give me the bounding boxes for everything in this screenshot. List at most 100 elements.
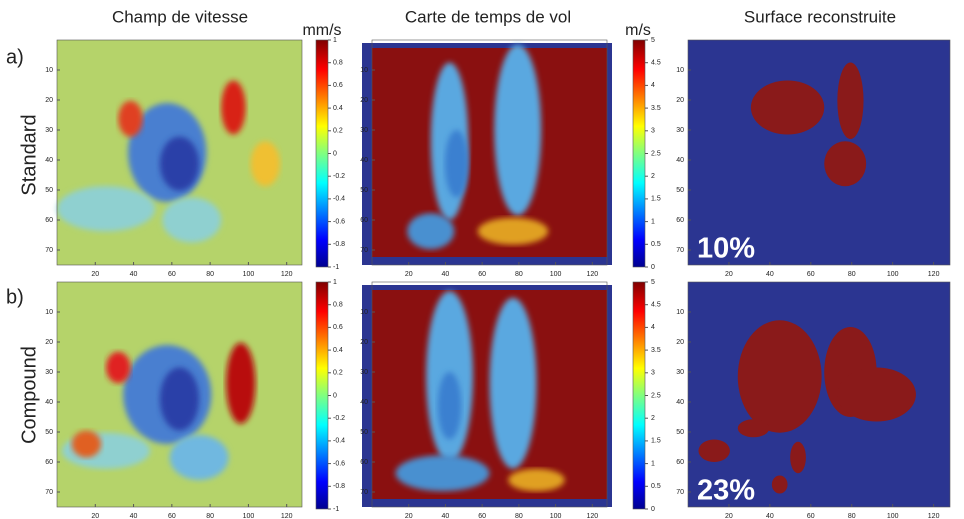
axes-box bbox=[687, 39, 951, 266]
colorbar-label: 5 bbox=[651, 37, 655, 44]
y-tick-label: 20 bbox=[676, 339, 684, 346]
x-tick-label: 20 bbox=[725, 271, 733, 278]
y-tick-label: 50 bbox=[676, 187, 684, 194]
colorbar-label: 2.5 bbox=[651, 150, 661, 157]
x-tick-label: 20 bbox=[405, 271, 413, 278]
y-tick-label: 60 bbox=[360, 459, 368, 466]
y-tick-label: 30 bbox=[676, 127, 684, 134]
y-tick-label: 60 bbox=[676, 459, 684, 466]
heatmap-region bbox=[71, 430, 102, 458]
heatmap bbox=[688, 40, 950, 265]
heatmap-region bbox=[226, 342, 256, 424]
heatmap-region bbox=[250, 141, 280, 187]
x-tick-label: 120 bbox=[281, 271, 293, 278]
y-tick-label: 10 bbox=[360, 309, 368, 316]
colorbar-label: 0.2 bbox=[333, 370, 343, 377]
colorbar-label: 0.4 bbox=[333, 105, 343, 112]
x-tick-label: 60 bbox=[478, 513, 486, 519]
heatmap-region bbox=[494, 44, 542, 216]
colorbar-label: 4 bbox=[651, 82, 655, 89]
colorbar-label: -0.2 bbox=[333, 173, 345, 180]
colorbar-label: 1.5 bbox=[651, 196, 661, 203]
x-tick-label: 80 bbox=[848, 513, 856, 519]
x-tick-label: 20 bbox=[91, 513, 99, 519]
heatmap bbox=[57, 282, 302, 507]
y-tick-label: 30 bbox=[360, 369, 368, 376]
y-tick-label: 70 bbox=[360, 489, 368, 496]
colorbar-label: 4 bbox=[651, 324, 655, 331]
x-tick-label: 120 bbox=[928, 271, 940, 278]
x-tick-label: 120 bbox=[281, 513, 293, 519]
heatmap-region bbox=[837, 62, 864, 139]
x-tick-label: 80 bbox=[515, 513, 523, 519]
colorbar-label: 2.5 bbox=[651, 392, 661, 399]
percent: 10% bbox=[697, 233, 755, 265]
y-tick-label: 70 bbox=[45, 247, 53, 254]
y-tick-label: 70 bbox=[676, 247, 684, 254]
y-tick-label: 50 bbox=[45, 429, 53, 436]
x-tick-label: 40 bbox=[766, 513, 774, 519]
y-tick-label: 40 bbox=[676, 157, 684, 164]
y-tick-label: 10 bbox=[360, 67, 368, 74]
heatmap-region bbox=[162, 197, 222, 243]
colorbar-label: 2 bbox=[651, 173, 655, 180]
colorbar-label: 2 bbox=[651, 415, 655, 422]
y-tick-label: 30 bbox=[45, 127, 53, 134]
y-tick-label: 40 bbox=[45, 399, 53, 406]
heatmap-region bbox=[221, 80, 246, 135]
colorbar-label: -0.4 bbox=[333, 438, 345, 445]
colorbar-label: 3 bbox=[651, 370, 655, 377]
row-name: Standard bbox=[18, 114, 40, 195]
x-tick-label: 120 bbox=[586, 271, 598, 278]
colorbar-label: 0 bbox=[651, 506, 655, 513]
x-tick-label: 60 bbox=[807, 513, 815, 519]
y-tick-label: 60 bbox=[45, 459, 53, 466]
y-tick-label: 10 bbox=[45, 67, 53, 74]
heatmap-region bbox=[159, 367, 200, 431]
colorbar-label: -0.8 bbox=[333, 241, 345, 248]
x-tick-label: 100 bbox=[887, 271, 899, 278]
heatmap-bg bbox=[688, 40, 950, 265]
y-tick-label: 40 bbox=[676, 399, 684, 406]
colorbar-label: 1 bbox=[651, 460, 655, 467]
axes-box bbox=[371, 281, 608, 508]
y-tick-label: 50 bbox=[360, 429, 368, 436]
y-tick-label: 10 bbox=[45, 309, 53, 316]
colorbar-label: 0.5 bbox=[651, 483, 661, 490]
row-label: b) bbox=[6, 286, 24, 308]
colorbar-label: 3 bbox=[651, 128, 655, 135]
y-tick-label: 60 bbox=[676, 217, 684, 224]
colorbar-label: -1 bbox=[333, 506, 339, 513]
y-tick-label: 50 bbox=[360, 187, 368, 194]
heatmap bbox=[688, 282, 950, 507]
colorbar-label: -0.6 bbox=[333, 460, 345, 467]
x-tick-label: 100 bbox=[243, 513, 255, 519]
colorbar-label: -0.4 bbox=[333, 196, 345, 203]
y-tick-label: 50 bbox=[45, 187, 53, 194]
x-tick-label: 60 bbox=[807, 271, 815, 278]
unit: m/s bbox=[625, 22, 651, 39]
colorbar-label: 1 bbox=[333, 279, 337, 286]
colorbar bbox=[315, 39, 329, 268]
colorbar-label: -1 bbox=[333, 264, 339, 271]
x-tick-label: 60 bbox=[168, 271, 176, 278]
colorbar-label: -0.8 bbox=[333, 483, 345, 490]
heatmap-region bbox=[837, 367, 916, 422]
colorbar-label: -0.2 bbox=[333, 415, 345, 422]
x-tick-label: 40 bbox=[130, 271, 138, 278]
colorbar-label: 0 bbox=[333, 150, 337, 157]
y-tick-label: 60 bbox=[45, 217, 53, 224]
x-tick-label: 40 bbox=[442, 271, 450, 278]
heatmap-region bbox=[395, 455, 490, 492]
x-tick-label: 120 bbox=[586, 513, 598, 519]
colorbar-label: 0.6 bbox=[333, 324, 343, 331]
column-title: Champ de vitesse bbox=[112, 7, 248, 26]
y-tick-label: 20 bbox=[360, 97, 368, 104]
heatmap-region bbox=[489, 297, 537, 469]
axes-box bbox=[56, 281, 303, 508]
heatmap-region bbox=[57, 186, 155, 232]
heatmap-region bbox=[169, 435, 229, 480]
y-tick-label: 60 bbox=[360, 217, 368, 224]
colorbar bbox=[632, 281, 646, 510]
heatmap bbox=[57, 40, 302, 265]
